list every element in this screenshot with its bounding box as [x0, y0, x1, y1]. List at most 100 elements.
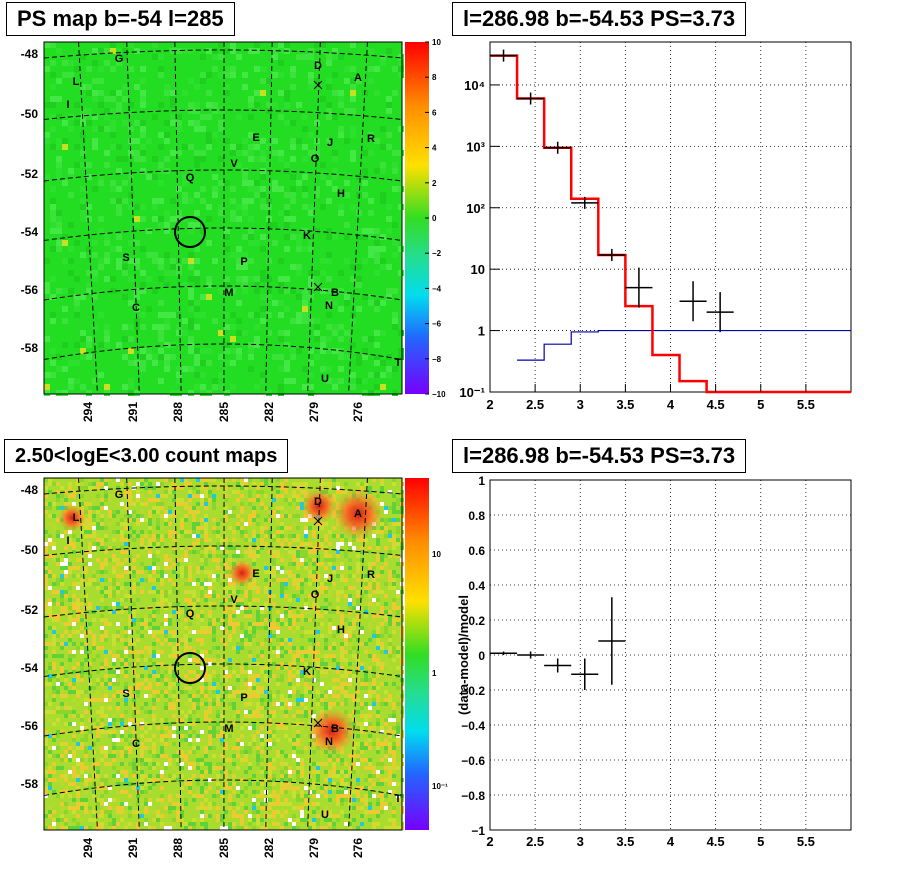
- residual-y-label: −0.4: [461, 719, 485, 733]
- psmap-lat-label: -50: [21, 107, 39, 121]
- psmap-lat-label: -52: [21, 167, 39, 181]
- countmap-lat-label: -52: [21, 603, 39, 617]
- psmap-source-D: D: [314, 60, 322, 72]
- countmap-source-U: U: [321, 809, 329, 821]
- residual-x-label: 4: [667, 834, 675, 849]
- residual-point: [544, 658, 572, 673]
- psmap-map: [43, 41, 429, 396]
- countmap-colorbar-label: 10: [432, 550, 441, 559]
- residual-point: [517, 651, 545, 659]
- residual-y-label: −0.2: [461, 684, 485, 698]
- graticule-lat: [43, 485, 403, 495]
- countmap-source-T: T: [395, 793, 402, 805]
- residual-x-label: 2.5: [526, 834, 544, 849]
- graticule-lon: [126, 477, 140, 831]
- graticule-lat: [43, 227, 403, 241]
- residual-x-label: 5.5: [797, 834, 815, 849]
- hotspot-B: [308, 707, 356, 755]
- residual-x-label: 5: [757, 834, 764, 849]
- psmap-colorbar-label: 0: [432, 214, 437, 223]
- countmap-lat-label: -54: [21, 661, 39, 675]
- residual-point: [598, 597, 626, 685]
- psmap-source-V: V: [230, 158, 238, 170]
- residual-y-label: 0.4: [468, 579, 485, 593]
- psmap-lat-label: -56: [21, 283, 39, 297]
- spectrum-x-label: 2: [486, 397, 493, 412]
- spectrum-frame: [489, 41, 852, 393]
- hotspot-A: [332, 488, 384, 540]
- countmap-frame: [43, 477, 403, 831]
- countmap-colorbar: [405, 478, 429, 830]
- residual-point: [490, 651, 518, 655]
- countmap-source-D: D: [314, 496, 322, 508]
- countmap-source-H: H: [337, 624, 345, 636]
- psmap-source-R: R: [367, 133, 375, 145]
- graticule-lon: [348, 41, 368, 395]
- countmap-lat-label: -58: [21, 777, 39, 791]
- psmap-colorbar-label: −4: [432, 284, 442, 293]
- graticule-lon: [348, 477, 368, 831]
- countmap-lon-label: 279: [307, 838, 321, 858]
- spectrum-y-label: 10: [471, 262, 485, 277]
- countmap-source-L: L: [73, 512, 80, 524]
- psmap-colorbar-label: −2: [432, 249, 442, 258]
- cross-marker: [313, 80, 323, 90]
- spectrum-x-label: 3.5: [616, 397, 634, 412]
- psmap-source-C: C: [132, 302, 140, 314]
- residual-ylabel: (data-model)/model: [456, 595, 471, 715]
- psmap-source-Q: Q: [186, 172, 195, 184]
- psmap-source-M: M: [224, 287, 233, 299]
- psmap-title: PS map b=-54 l=285: [6, 2, 235, 36]
- countmap-lat-label: -48: [21, 483, 39, 497]
- residual-x-label: 4.5: [707, 834, 725, 849]
- graticule-lon: [174, 477, 182, 831]
- countmap-source-K: K: [303, 666, 311, 678]
- countmap-map: [43, 477, 429, 831]
- countmap-lat-label: -56: [21, 719, 39, 733]
- psmap-colorbar-label: 10: [432, 38, 441, 47]
- psmap-lon-label: 279: [307, 402, 321, 422]
- residual-y-label: 1: [478, 474, 485, 488]
- graticule-lat: [43, 109, 403, 120]
- psmap-colorbar-label: −6: [432, 320, 442, 329]
- countmap-source-P: P: [240, 692, 247, 704]
- psmap-colorbar-label: −10: [432, 390, 446, 399]
- countmap-source-A: A: [354, 508, 362, 520]
- spectrum-y-label: 10⁴: [464, 78, 485, 93]
- psmap-source-J: J: [327, 137, 333, 149]
- psmap-lon-label: 282: [262, 402, 276, 422]
- residual-plot: [489, 479, 852, 831]
- psmap-colorbar-label: 4: [432, 144, 437, 153]
- data-point: [490, 49, 518, 62]
- model-background-series: [517, 329, 851, 361]
- spectrum-x-label: 4: [667, 397, 675, 412]
- countmap-target-circle: [174, 652, 206, 684]
- psmap-source-H: H: [337, 188, 345, 200]
- countmap-colorbar-label: 10⁻¹: [432, 782, 448, 791]
- cross-marker: [313, 718, 323, 728]
- residual-y-label: 0.8: [468, 509, 485, 523]
- residual-point: [571, 658, 599, 690]
- psmap-colorbar-label: −8: [432, 355, 442, 364]
- spectrum-x-label: 4.5: [707, 397, 725, 412]
- graticule-lat: [43, 779, 403, 796]
- graticule-lat: [43, 663, 403, 677]
- psmap-lat-label: -54: [21, 225, 39, 239]
- psmap-source-T: T: [395, 357, 402, 369]
- countmap-title: 2.50<logE<3.00 count maps: [4, 439, 289, 473]
- countmap-lat-label: -50: [21, 543, 39, 557]
- countmap-lon-label: 285: [217, 838, 231, 858]
- psmap-target-circle: [174, 216, 206, 248]
- psmap-source-G: G: [115, 53, 124, 65]
- psmap-source-N: N: [325, 300, 333, 312]
- graticule-lat: [43, 169, 403, 182]
- countmap-source-E: E: [252, 568, 259, 580]
- cross-marker: [313, 516, 323, 526]
- graticule-lon: [126, 41, 140, 395]
- spectrum-y-label: 10²: [466, 201, 485, 216]
- graticule-lon: [174, 41, 182, 395]
- residual-y-label: 0: [478, 649, 485, 663]
- spectrum-y-label: 10³: [466, 139, 485, 154]
- spectrum-y-label: 1: [478, 324, 485, 339]
